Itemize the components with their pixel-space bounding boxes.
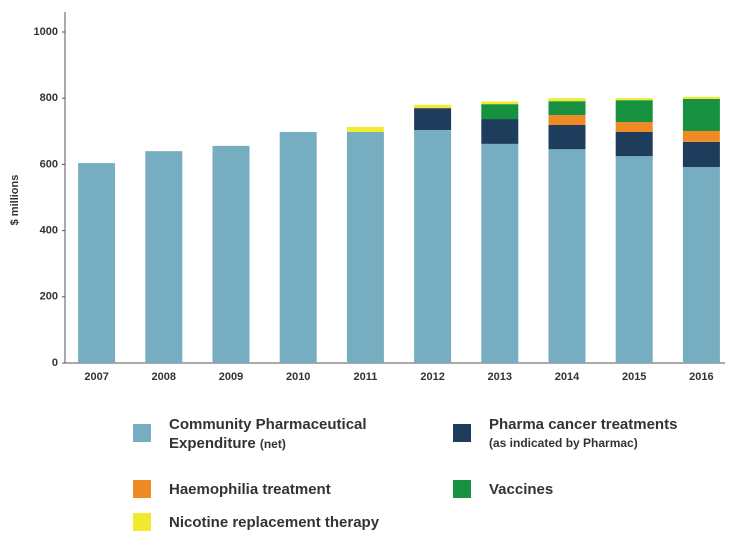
chart: $ millions 0 200 400 600 800 1000 2007 2008 2009…	[9, 12, 725, 383]
x-tick-label: 2010	[286, 371, 310, 383]
legend-swatch	[453, 424, 471, 442]
bar-segment	[145, 151, 183, 363]
x-tick-label: 2011	[353, 371, 377, 383]
bar-segment	[682, 130, 720, 142]
legend-entry: Vaccines	[453, 480, 653, 499]
y-tick-label: 1000	[34, 26, 58, 38]
bar-segment	[346, 126, 384, 132]
legend-entry: Nicotine replacement therapy	[133, 513, 453, 532]
legend-text: Vaccines	[489, 480, 553, 499]
y-tick-label: 200	[40, 291, 58, 303]
bar-segment	[481, 119, 519, 144]
legend-swatch	[453, 480, 471, 498]
legend-entry: Community Pharmaceutical Expenditure (ne…	[133, 415, 383, 454]
x-tick-label: 2014	[555, 371, 580, 383]
legend-swatch	[133, 424, 151, 442]
bar-segment	[682, 96, 720, 99]
bar-segment	[212, 145, 250, 363]
legend-text: Community Pharmaceutical Expenditure (ne…	[169, 415, 383, 454]
bar-segment	[279, 131, 317, 363]
legend-note: (net)	[259, 437, 286, 451]
bar-segment	[615, 98, 653, 101]
y-axis-label: $ millions	[9, 175, 21, 226]
bar-segment	[682, 141, 720, 168]
legend-swatch	[133, 513, 151, 531]
bar-segment	[682, 98, 720, 131]
bar-segment	[481, 143, 519, 363]
x-tick-label: 2013	[488, 371, 512, 383]
legend-text: Nicotine replacement therapy	[169, 513, 379, 532]
x-tick-label: 2007	[84, 371, 108, 383]
y-tick-label: 600	[40, 158, 58, 170]
y-tick-label: 0	[52, 357, 58, 369]
bar-segment	[548, 101, 586, 116]
legend-swatch	[133, 480, 151, 498]
x-tick-label: 2016	[689, 371, 713, 383]
bar-segment	[481, 104, 519, 120]
legend-label: Pharma cancer treatments	[489, 416, 678, 433]
x-tick-label: 2012	[420, 371, 444, 383]
bar-segment	[414, 129, 452, 363]
legend-note: (as indicated by Pharmac)	[489, 436, 638, 450]
legend-label: Haemophilia treatment	[169, 481, 331, 498]
bar-segment	[548, 98, 586, 102]
bar-segment	[615, 122, 653, 132]
x-tick-label: 2008	[152, 371, 176, 383]
bar-segment	[615, 131, 653, 157]
bar-segment	[548, 149, 586, 363]
legend-text: Pharma cancer treatments (as indicated b…	[489, 415, 677, 453]
legend-label: Vaccines	[489, 481, 554, 498]
x-tick-label: 2015	[622, 371, 646, 383]
bar-segment	[78, 163, 116, 363]
x-tick-label: 2009	[219, 371, 243, 383]
legend-text: Haemophilia treatment	[169, 480, 331, 499]
bar-segment	[548, 115, 586, 126]
legend-entry: Haemophilia treatment	[133, 480, 413, 499]
legend-label: Nicotine replacement therapy	[169, 514, 380, 531]
bar-segment	[481, 101, 519, 105]
bar-segment	[682, 167, 720, 363]
bar-segment	[346, 131, 384, 363]
legend-label: Community Pharmaceutical Expenditure	[169, 416, 367, 452]
bar-segment	[414, 104, 452, 109]
bar-segment	[414, 108, 452, 130]
bar-segment	[615, 156, 653, 363]
bar-segment	[615, 100, 653, 123]
y-tick-label: 800	[40, 92, 58, 104]
bar-segment	[548, 125, 586, 150]
y-tick-label: 400	[40, 225, 58, 237]
legend-entry: Pharma cancer treatments (as indicated b…	[453, 415, 733, 453]
